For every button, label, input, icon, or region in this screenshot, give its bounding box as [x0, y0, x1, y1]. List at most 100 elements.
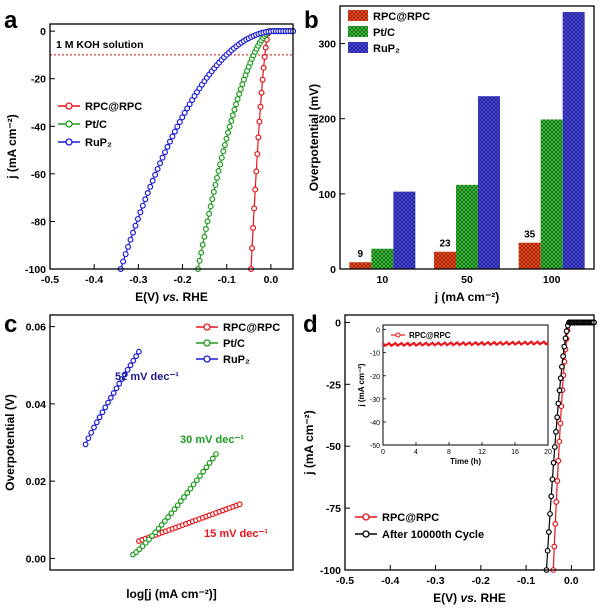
- data-point: [552, 520, 559, 527]
- x-tick-label: 0.0: [564, 575, 579, 587]
- legend-label: Pt/C: [85, 119, 107, 131]
- data-label: 9: [358, 249, 364, 260]
- data-point: [193, 477, 200, 484]
- data-point: [129, 229, 136, 236]
- data-point: [158, 521, 165, 528]
- legend-label: RuP₂: [223, 354, 250, 366]
- y-axis-label: Overpotential (mV): [307, 84, 321, 191]
- x-tick-label: -0.5: [336, 575, 354, 587]
- data-point: [127, 362, 134, 369]
- data-point: [225, 129, 232, 136]
- x-tick-label: -0.5: [41, 274, 59, 286]
- data-point: [190, 481, 197, 488]
- legend-swatch: [348, 10, 368, 21]
- slope-label: 30 mV dec⁻¹: [180, 434, 244, 446]
- y-tick-label: -80: [31, 216, 46, 228]
- data-point: [107, 394, 114, 401]
- data-point: [152, 171, 159, 178]
- data-point: [184, 105, 191, 112]
- data-point: [144, 189, 151, 196]
- data-point: [554, 414, 561, 421]
- inset-y-tick-label: -20: [370, 374, 380, 381]
- data-point: [212, 181, 219, 188]
- y-tick-label: -25: [326, 379, 341, 391]
- legend-marker: [203, 355, 211, 363]
- data-point: [258, 89, 265, 96]
- data-point: [214, 174, 221, 181]
- data-point: [171, 506, 178, 513]
- y-tick-label: -75: [326, 503, 341, 515]
- data-point: [154, 165, 161, 172]
- data-point: [559, 363, 565, 370]
- data-point: [555, 400, 562, 407]
- data-point: [553, 428, 559, 435]
- x-tick-label: 0.0: [264, 274, 279, 286]
- x-tick-label: -0.1: [218, 274, 236, 286]
- data-point: [181, 494, 187, 500]
- inset-legend-label: RPC@RPC: [409, 331, 451, 340]
- inset-y-tick-label: -30: [370, 397, 380, 404]
- data-point: [174, 123, 181, 130]
- legend-label: RuP₂: [373, 43, 400, 55]
- data-point: [545, 529, 552, 535]
- data-point: [127, 236, 134, 243]
- data-point: [146, 536, 152, 543]
- inset-x-tick-label: 0: [381, 449, 385, 456]
- data-point: [168, 510, 175, 517]
- inset-x-tick-label: 4: [414, 449, 418, 456]
- data-point: [132, 222, 139, 229]
- legend-marker: [65, 102, 73, 110]
- x-tick-label: 50: [461, 274, 473, 286]
- y-tick-label: -100: [320, 565, 341, 577]
- y-tick-label: 300: [318, 39, 336, 51]
- inset-x-tick-label: 20: [544, 449, 552, 456]
- panel-a-frame: [49, 23, 294, 270]
- legend-marker: [65, 120, 73, 128]
- data-point: [149, 177, 156, 184]
- y-tick-label: -50: [326, 441, 341, 453]
- data-point: [210, 188, 217, 195]
- data-label: 23: [439, 239, 451, 250]
- data-point: [220, 148, 227, 155]
- data-point: [556, 438, 563, 445]
- data-point: [130, 357, 137, 364]
- data-point: [217, 161, 224, 168]
- y-tick-label: 0: [330, 264, 336, 276]
- data-point: [197, 473, 203, 479]
- data-point: [142, 539, 149, 546]
- data-point: [200, 468, 207, 475]
- x-tick-label: -0.2: [173, 274, 191, 286]
- data-point: [562, 335, 569, 342]
- data-point: [231, 106, 238, 113]
- data-point: [555, 457, 562, 464]
- x-tick-label: -0.3: [129, 274, 147, 286]
- data-point: [113, 385, 120, 392]
- data-point: [134, 215, 141, 222]
- data-point: [259, 76, 266, 83]
- data-point: [556, 387, 563, 394]
- data-point: [133, 353, 139, 360]
- data-point: [226, 123, 233, 130]
- panel-a: 1 M KOH solution 0 -20 -40 -60 -80 -100-0.5 -0.…: [5, 26, 297, 304]
- y-tick-label: 100: [318, 189, 336, 201]
- inset-y-axis-label: j (mA cm⁻²): [357, 363, 366, 407]
- data-point: [261, 54, 268, 61]
- slope-label: 15 mV dec⁻¹: [204, 528, 268, 540]
- data-point: [551, 444, 558, 450]
- data-point: [166, 138, 173, 145]
- data-point: [165, 514, 171, 521]
- data-point: [206, 210, 213, 217]
- data-point: [152, 529, 159, 536]
- inset-legend-marker: [395, 332, 401, 338]
- data-point: [549, 476, 556, 483]
- data-point: [207, 203, 214, 210]
- data-point: [186, 101, 193, 108]
- data-point: [553, 499, 560, 505]
- data-point: [96, 414, 103, 421]
- data-point: [557, 420, 564, 427]
- data-point: [155, 525, 162, 532]
- y-tick-label: -100: [25, 264, 46, 276]
- x-axis-label: j (mA cm⁻²): [434, 290, 500, 304]
- panel-b: 10 9 50 23 100 35 0 100 200 300 Overpotential (mV)…: [307, 10, 585, 304]
- data-point: [157, 160, 164, 167]
